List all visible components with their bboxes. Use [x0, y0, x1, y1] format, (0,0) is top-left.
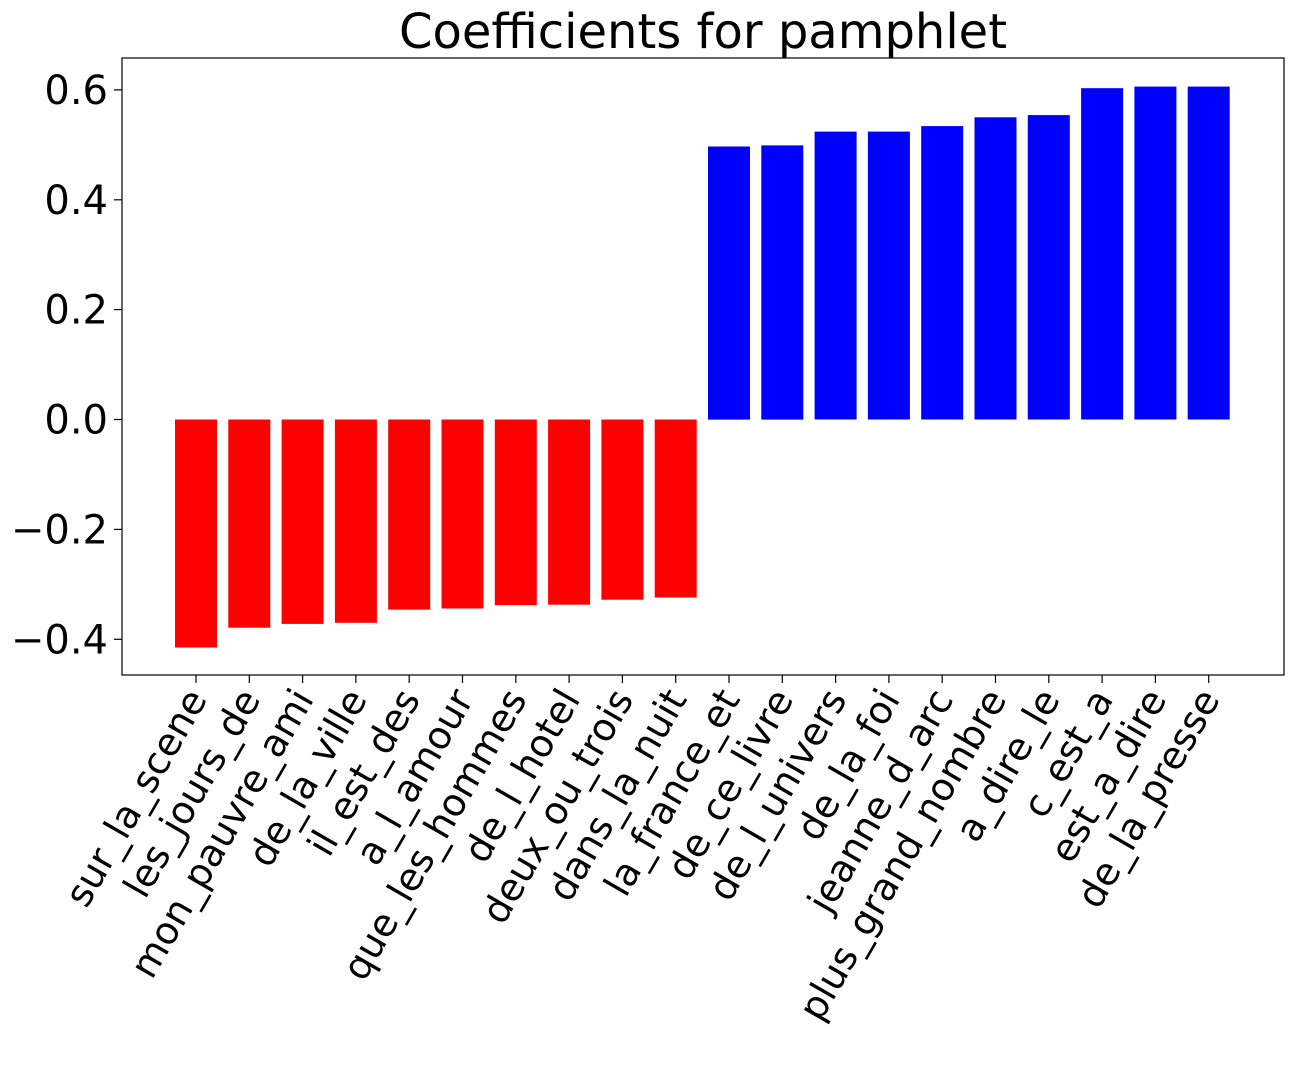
bar-sur-la-scene: [175, 419, 217, 648]
bar-de-la-foi: [867, 131, 910, 420]
x-axis: sur_la_sceneles_jours_demon_pauvre_amide…: [56, 675, 1228, 1028]
bar-de-ce-livre: [761, 145, 804, 420]
y-axis: 0.6 0.4 0.2 0.0 −0.2 −0.4: [11, 68, 122, 663]
bar-de-l-hotel: [548, 419, 591, 605]
bar-il-est-des: [388, 419, 431, 610]
bar-jeanne-d-arc: [921, 126, 964, 420]
y-tick-label: 0.2: [44, 288, 108, 334]
y-tick-label: 0.4: [44, 178, 108, 224]
bar-les-jours-de: [228, 419, 271, 628]
bar-deux-ou-trois: [601, 419, 644, 600]
bar-dans-la-nuit: [654, 419, 697, 598]
bar-a-l-amour: [441, 419, 484, 609]
bar-a-dire-le: [1027, 115, 1070, 420]
bar-c-est-a: [1081, 88, 1124, 420]
bar-de-la-ville: [334, 419, 377, 623]
bar-plus-grand-nombre: [974, 117, 1017, 420]
plot-frame: [121, 57, 1285, 676]
bar-de-la-presse: [1187, 86, 1230, 420]
bars-group: [175, 86, 1230, 648]
bar-la-france-et: [708, 146, 750, 420]
bar-mon-pauvre-ami: [281, 419, 324, 624]
bar-que-les-hommes: [494, 419, 537, 606]
bar-de-l-univers: [814, 131, 857, 420]
chart-title: Coefficients for pamphlet: [399, 4, 1007, 60]
y-tick-label: −0.4: [11, 617, 108, 663]
y-tick-label: −0.2: [11, 507, 108, 553]
bar-est-a-dire: [1134, 86, 1177, 420]
y-tick-label: 0.6: [44, 68, 108, 114]
y-tick-label: 0.0: [44, 398, 108, 444]
